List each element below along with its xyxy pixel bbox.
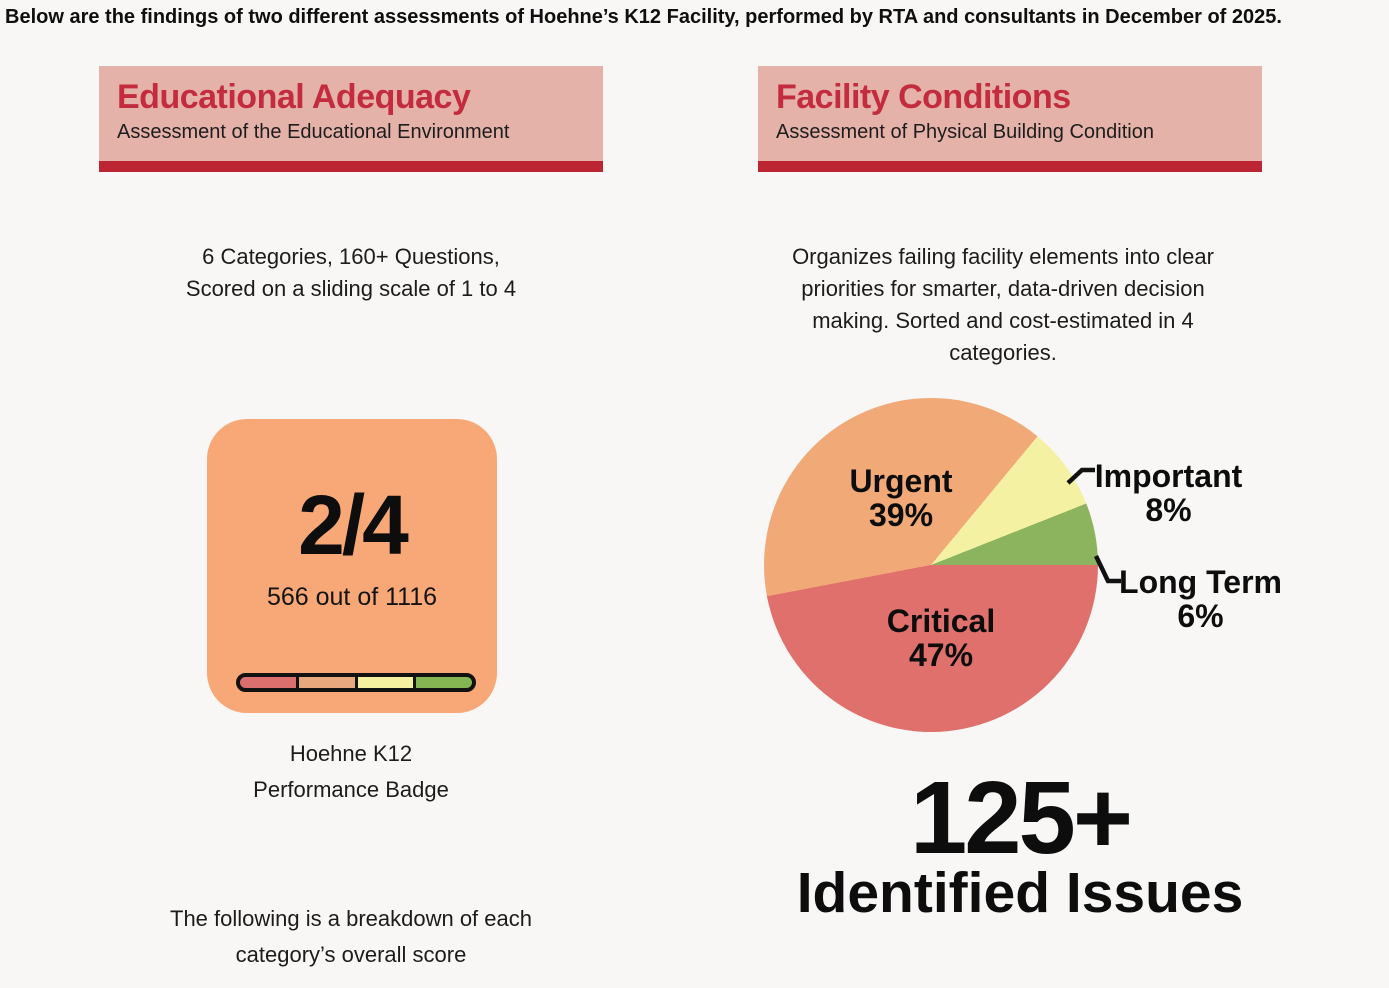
pie-chart: [764, 398, 1098, 732]
issues-count: 125+: [909, 760, 1133, 875]
header-accent-bar: [99, 161, 603, 172]
header-panel: Educational Adequacy Assessment of the E…: [99, 66, 603, 161]
slice-percent: 47%: [908, 637, 974, 673]
pie-label-urgent: Urgent 39%: [821, 464, 981, 532]
educational-adequacy-header: Educational Adequacy Assessment of the E…: [99, 66, 603, 172]
performance-badge: 2/4 566 out of 1116: [207, 419, 497, 713]
header-accent-bar: [758, 161, 1262, 172]
slice-label: Critical: [886, 603, 996, 639]
section-subtitle: Assessment of the Educational Environmen…: [117, 121, 510, 143]
badge-score: 2/4: [298, 478, 409, 572]
slice-percent: 39%: [868, 497, 934, 533]
slice-label: Important: [1094, 458, 1243, 494]
badge-caption: Hoehne K12 Performance Badge: [253, 741, 449, 802]
intro-text: Below are the findings of two different …: [5, 6, 1282, 28]
facility-conditions-header: Facility Conditions Assessment of Physic…: [758, 66, 1262, 172]
scale-segment-red: [240, 677, 296, 688]
scale-segment-orange: [298, 677, 355, 688]
pie-label-important: Important 8%: [1086, 459, 1251, 527]
pie-label-critical: Critical 47%: [861, 604, 1021, 672]
issues-label: Identified Issues: [796, 861, 1244, 925]
slice-label: Urgent: [849, 463, 953, 499]
section-title-educational-adequacy: Educational Adequacy: [117, 78, 471, 116]
slice-label: Long Term: [1119, 564, 1282, 600]
section-title-facility-conditions: Facility Conditions: [776, 78, 1071, 116]
ea-summary-text: 6 Categories, 160+ Questions, Scored on …: [185, 244, 517, 301]
pie-label-long-term: Long Term 6%: [1108, 565, 1293, 633]
scale-segment-yellow: [357, 677, 414, 688]
fc-description-text: Organizes failing facility elements into…: [792, 244, 1214, 365]
badge-score-detail: 566 out of 1116: [266, 583, 438, 611]
ea-footer-text: The following is a breakdown of each cat…: [170, 906, 532, 967]
header-panel: Facility Conditions Assessment of Physic…: [758, 66, 1262, 161]
badge-scale-bar: [236, 673, 476, 692]
scale-segment-green: [416, 677, 472, 688]
slice-percent: 6%: [1177, 598, 1224, 634]
section-subtitle: Assessment of Physical Building Conditio…: [776, 121, 1154, 143]
slice-percent: 8%: [1145, 492, 1192, 528]
